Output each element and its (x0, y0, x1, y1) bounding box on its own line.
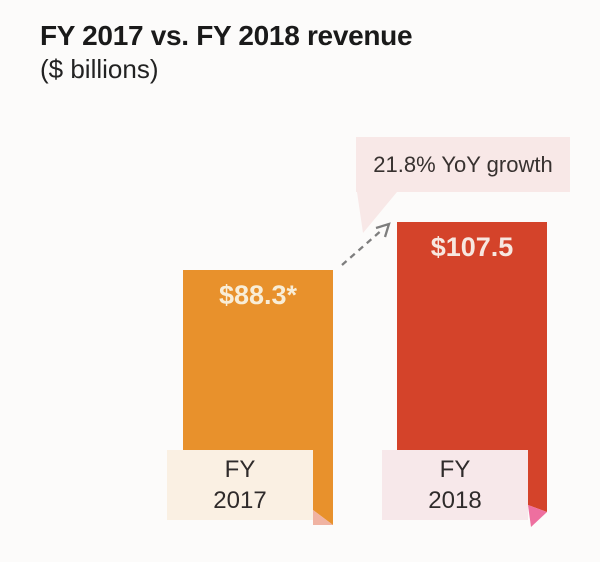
category-plate-fy2018 (382, 450, 528, 520)
chart-subtitle: ($ billions) (40, 54, 159, 85)
bar-value-label-fy2018: $107.5 (430, 231, 514, 262)
callout-text: 21.8% YoY growth (373, 151, 553, 177)
category-label-fy2018: FY 2018 (382, 452, 528, 518)
growth-arrow-head-icon (375, 222, 391, 238)
category-label-fy2017-line1: FY (224, 455, 256, 483)
title-block: FY 2017 vs. FY 2018 revenue ($ billions) (40, 20, 413, 85)
bar-fy2018-fold (528, 505, 547, 527)
callout-bubble (356, 137, 570, 192)
category-plate-fy2017 (167, 450, 313, 520)
category-label-fy2018-line1: FY (439, 455, 471, 483)
chart-title: FY 2017 vs. FY 2018 revenue (40, 20, 413, 51)
growth-arrow-line (341, 228, 384, 266)
bar-value-label-fy2017: $88.3* (218, 279, 298, 310)
bar-fy2018 (397, 222, 547, 512)
callout-tail (357, 192, 397, 233)
bar-fy2017-fold (313, 510, 333, 525)
category-label-fy2018-line2: 2018 (428, 487, 482, 514)
category-label-fy2017-line2: 2017 (213, 487, 267, 514)
category-label-fy2017: FY 2017 (167, 452, 313, 518)
